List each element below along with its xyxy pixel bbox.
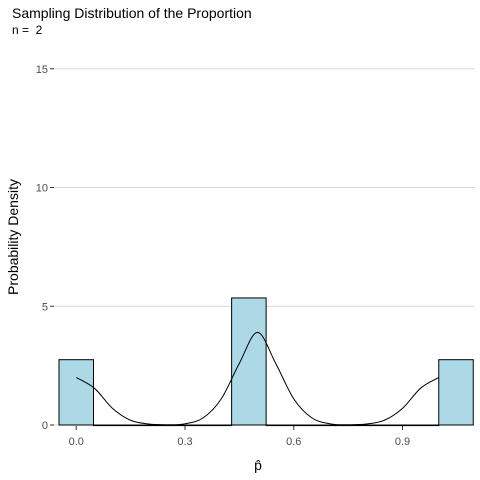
- y-tick-label: 15: [36, 64, 48, 76]
- axes: 0 5 10 15 0.0 0.3 0.6 0.9: [36, 64, 410, 448]
- x-tick-label: 0.3: [177, 436, 192, 448]
- histogram-bar: [265, 424, 302, 427]
- histogram-bar: [58, 359, 95, 426]
- chart-subtitle: n = 2: [12, 23, 43, 37]
- histogram-bar: [93, 424, 129, 427]
- x-tick-label: 0.0: [69, 436, 84, 448]
- y-tick-label: 10: [36, 183, 48, 195]
- chart-title: Sampling Distribution of the Proportion: [12, 5, 252, 21]
- histogram-bar: [231, 297, 267, 426]
- histogram-bar: [196, 424, 233, 427]
- x-axis-title: p̂: [254, 457, 262, 473]
- y-tick-label: 0: [42, 420, 48, 432]
- x-tick-label: 0.6: [286, 436, 301, 448]
- y-axis-title: Probability Density: [5, 179, 21, 295]
- histogram-bar: [369, 424, 405, 427]
- x-tick-label: 0.9: [395, 436, 410, 448]
- density-curve: [75, 331, 440, 426]
- histogram-bar: [438, 359, 474, 426]
- y-tick-label: 5: [42, 301, 48, 313]
- histogram-bar: [300, 424, 336, 427]
- histogram-bar: [403, 424, 440, 427]
- density-curve-layer: [75, 331, 440, 426]
- histogram-bars: [58, 297, 474, 427]
